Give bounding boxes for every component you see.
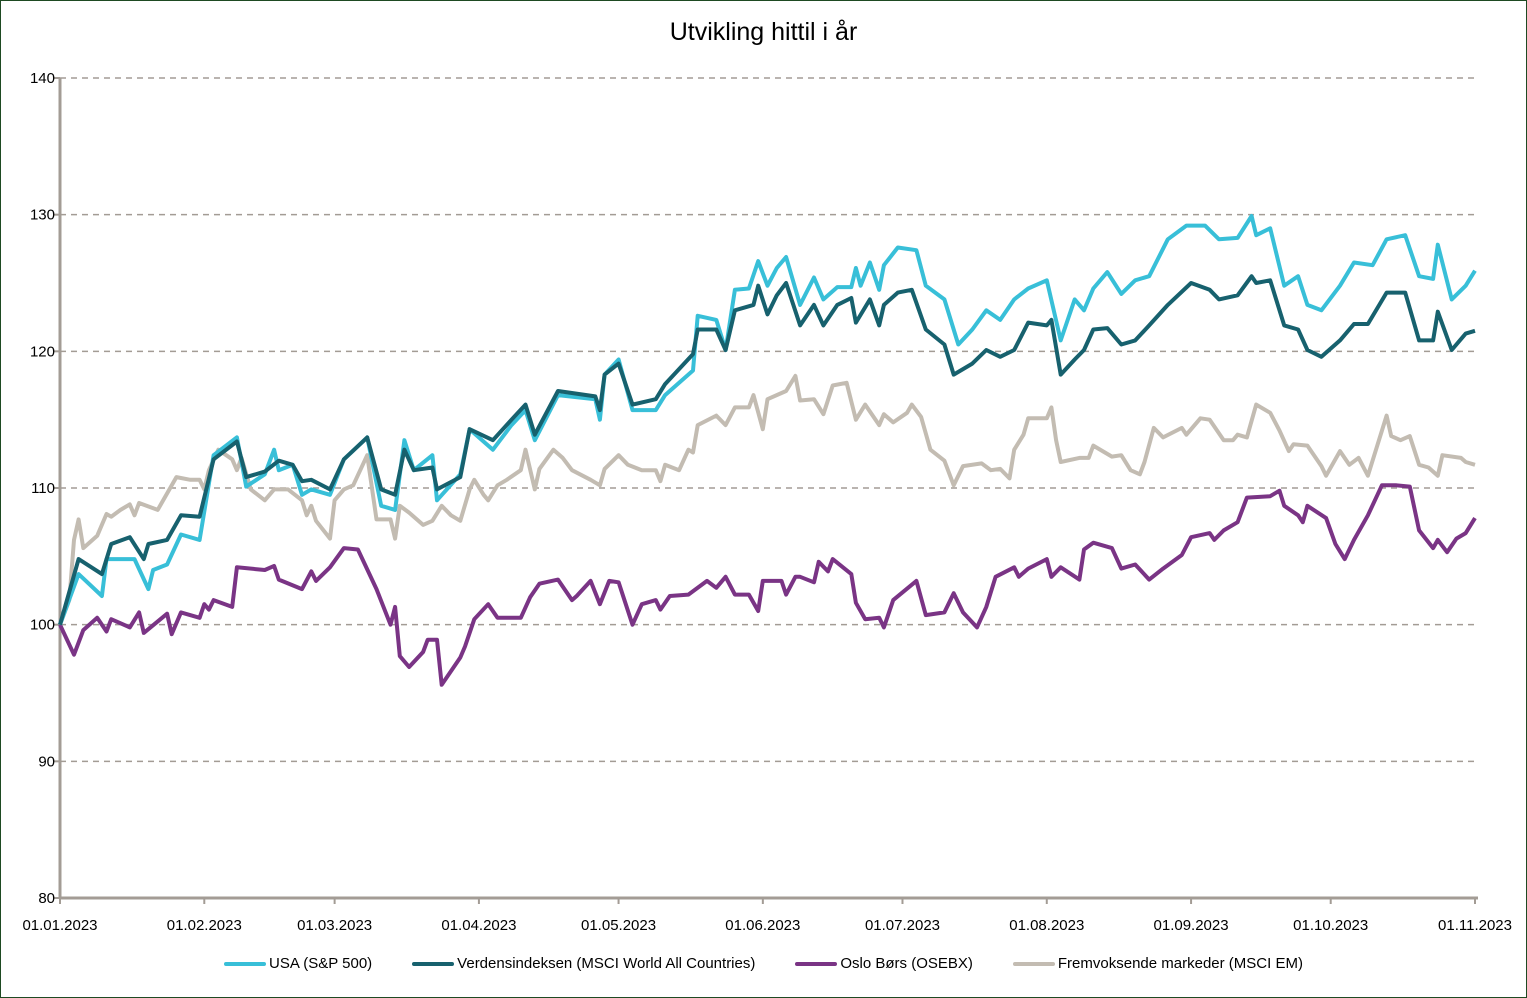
y-tick-label: 90 [38,753,55,770]
x-tick-label: 01.02.2023 [167,917,242,934]
y-tick-label: 80 [38,890,55,907]
legend: USA (S&P 500) Verdensindeksen (MSCI World… [0,955,1527,972]
legend-label: Fremvoksende markeder (MSCI EM) [1057,955,1303,972]
legend-swatch [412,961,455,966]
x-tick-label: 01.03.2023 [297,917,372,934]
x-tick-label: 01.07.2023 [865,917,940,934]
y-tick-label: 140 [30,70,55,87]
series-line-0 [58,214,1477,626]
series-line-1 [58,274,1476,626]
y-tick-label: 110 [31,480,55,497]
x-tick-label: 01.01.2023 [22,917,97,934]
x-tick-label: 01.05.2023 [581,917,656,934]
y-tick-label: 120 [30,343,55,360]
series-line-2 [58,483,1477,687]
y-tick-label: 100 [30,617,55,634]
chart-title: Utvikling hittil i år [669,18,858,46]
y-tick-label: 130 [30,207,55,224]
legend-swatch [1012,961,1055,966]
legend-label: USA (S&P 500) [269,955,373,972]
legend-label: Verdensindeksen (MSCI World All Countrie… [457,955,756,972]
x-tick-label: 01.11.2023 [1438,917,1512,934]
legend-swatch [224,961,267,966]
legend-swatch [795,961,838,966]
legend-item: Oslo Børs (OSEBX) [795,955,973,972]
legend-label: Oslo Børs (OSEBX) [840,955,973,972]
x-tick-label: 01.10.2023 [1293,917,1368,934]
series-line-3 [58,373,1476,626]
legend-item: Fremvoksende markeder (MSCI EM) [1012,955,1303,972]
x-tick-label: 01.06.2023 [725,917,800,934]
x-tick-label: 01.04.2023 [441,917,516,934]
x-tick-label: 01.08.2023 [1009,917,1084,934]
x-tick-label: 01.09.2023 [1154,917,1229,934]
legend-item: USA (S&P 500) [224,955,372,972]
legend-item: Verdensindeksen (MSCI World All Countrie… [412,955,755,972]
